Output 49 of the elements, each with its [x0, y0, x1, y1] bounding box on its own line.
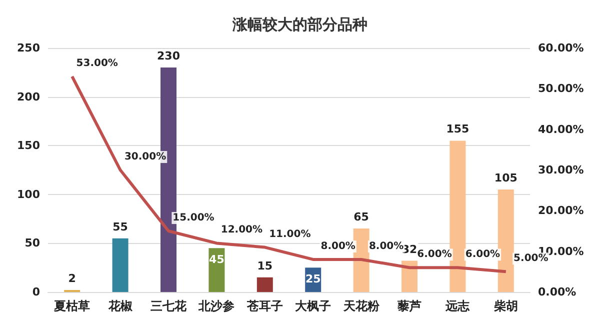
- data-label: 25: [305, 272, 321, 286]
- data-label: 55: [112, 220, 128, 234]
- y2-tick-label: 0.00%: [538, 286, 576, 298]
- data-label: 32: [402, 242, 418, 256]
- x-tick-label: 苍耳子: [246, 299, 283, 313]
- y-tick-label: 150: [17, 139, 40, 152]
- x-tick-label: 大枫子: [295, 299, 332, 313]
- x-tick-label: 远志: [444, 299, 471, 313]
- data-label: 8.00%: [368, 240, 404, 252]
- x-tick-label: 花椒: [107, 299, 134, 313]
- data-label: 6.00%: [417, 249, 452, 260]
- data-label: 45: [209, 253, 224, 266]
- x-tick-label: 北沙参: [198, 299, 235, 313]
- y-tick-label: 200: [17, 90, 40, 104]
- data-label: 6.00%: [465, 249, 500, 260]
- chart-title: 涨幅较大的部分品种: [232, 16, 368, 34]
- y-tick-label: 250: [17, 42, 40, 54]
- y2-tick-label: 40.00%: [538, 122, 584, 136]
- y2-tick-label: 30.00%: [538, 164, 584, 176]
- x-tick-label: 三七花: [150, 299, 188, 313]
- data-label: 105: [494, 172, 518, 185]
- data-label: 53.00%: [76, 58, 118, 69]
- bar: [450, 140, 466, 292]
- x-tick-label: 柴胡: [492, 299, 518, 313]
- data-label: 2: [68, 272, 76, 286]
- data-label: 65: [354, 210, 369, 224]
- data-label: 230: [157, 50, 180, 63]
- bar: [208, 248, 225, 292]
- bar: [112, 238, 128, 292]
- data-label: 15: [257, 259, 273, 272]
- bar: [402, 260, 418, 292]
- y2-tick-label: 50.00%: [538, 82, 584, 96]
- y2-tick-label: 20.00%: [538, 204, 584, 218]
- data-label: 155: [446, 122, 470, 136]
- x-tick-label: 藜芦: [396, 299, 422, 313]
- y-tick-label: 100: [17, 188, 40, 201]
- x-tick-label: 夏枯草: [53, 299, 90, 313]
- y-tick-label: 0: [32, 286, 40, 298]
- bar: [353, 228, 370, 292]
- data-label: 15.00%: [172, 212, 214, 224]
- data-label: 5.00%: [514, 253, 548, 264]
- data-label: 30.00%: [124, 152, 166, 162]
- y-tick-label: 50: [24, 236, 40, 250]
- y2-tick-label: 60.00%: [538, 42, 584, 54]
- x-tick-label: 天花粉: [342, 299, 380, 313]
- data-label: 12.00%: [220, 224, 263, 236]
- data-label: 11.00%: [269, 228, 311, 240]
- bar: [256, 277, 273, 292]
- data-label: 8.00%: [320, 240, 356, 252]
